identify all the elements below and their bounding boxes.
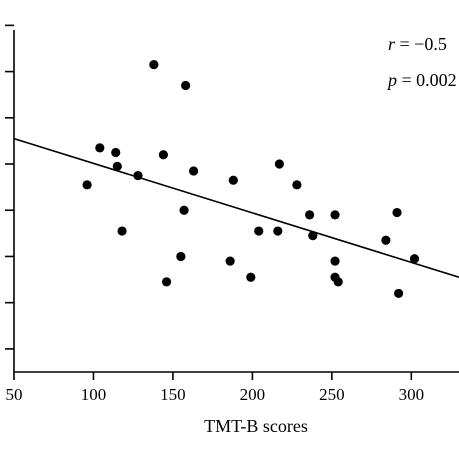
trend-line — [13, 137, 459, 279]
data-point — [330, 256, 340, 266]
x-tick-label: 50 — [6, 385, 23, 404]
data-point — [273, 226, 283, 236]
data-point — [158, 150, 168, 160]
x-tick-label: 300 — [399, 385, 425, 404]
data-point — [179, 205, 189, 215]
data-point — [117, 226, 127, 236]
x-tick-label: 100 — [81, 385, 107, 404]
r-value: = −0.5 — [395, 34, 447, 54]
data-point — [225, 256, 235, 266]
p-value: = 0.002 — [397, 70, 457, 90]
data-point — [333, 277, 343, 287]
data-point — [392, 207, 402, 218]
y-axis-ticks — [5, 24, 14, 350]
data-point — [188, 166, 199, 176]
x-tick-label: 150 — [160, 385, 186, 404]
data-point — [292, 180, 302, 190]
data-point — [254, 226, 264, 236]
p-symbol: p — [386, 70, 397, 90]
x-axis-title: TMT-B scores — [204, 416, 308, 436]
data-point — [330, 210, 340, 220]
data-point — [274, 159, 285, 169]
data-point — [161, 277, 172, 287]
data-point — [181, 80, 191, 91]
r-symbol: r — [388, 34, 396, 54]
data-point — [409, 254, 420, 264]
data-point — [228, 175, 238, 185]
correlation-annotation: r = −0.5 — [388, 34, 447, 54]
data-point — [149, 60, 159, 70]
data-point — [176, 251, 186, 262]
data-point — [95, 143, 105, 153]
data-point — [381, 235, 391, 245]
data-point — [133, 170, 143, 181]
axes — [13, 30, 459, 373]
x-tick-label: 250 — [319, 385, 345, 404]
data-point — [246, 272, 256, 282]
data-point — [394, 288, 404, 299]
p-value-annotation: p = 0.002 — [386, 70, 457, 90]
data-point — [111, 147, 121, 158]
data-point — [82, 180, 92, 190]
data-point — [308, 231, 318, 241]
x-axis-ticks: 50 100 150 200 250 300 — [6, 372, 425, 404]
data-points — [82, 60, 420, 299]
data-point — [112, 161, 122, 171]
data-point — [305, 210, 315, 220]
x-tick-label: 200 — [240, 385, 266, 404]
